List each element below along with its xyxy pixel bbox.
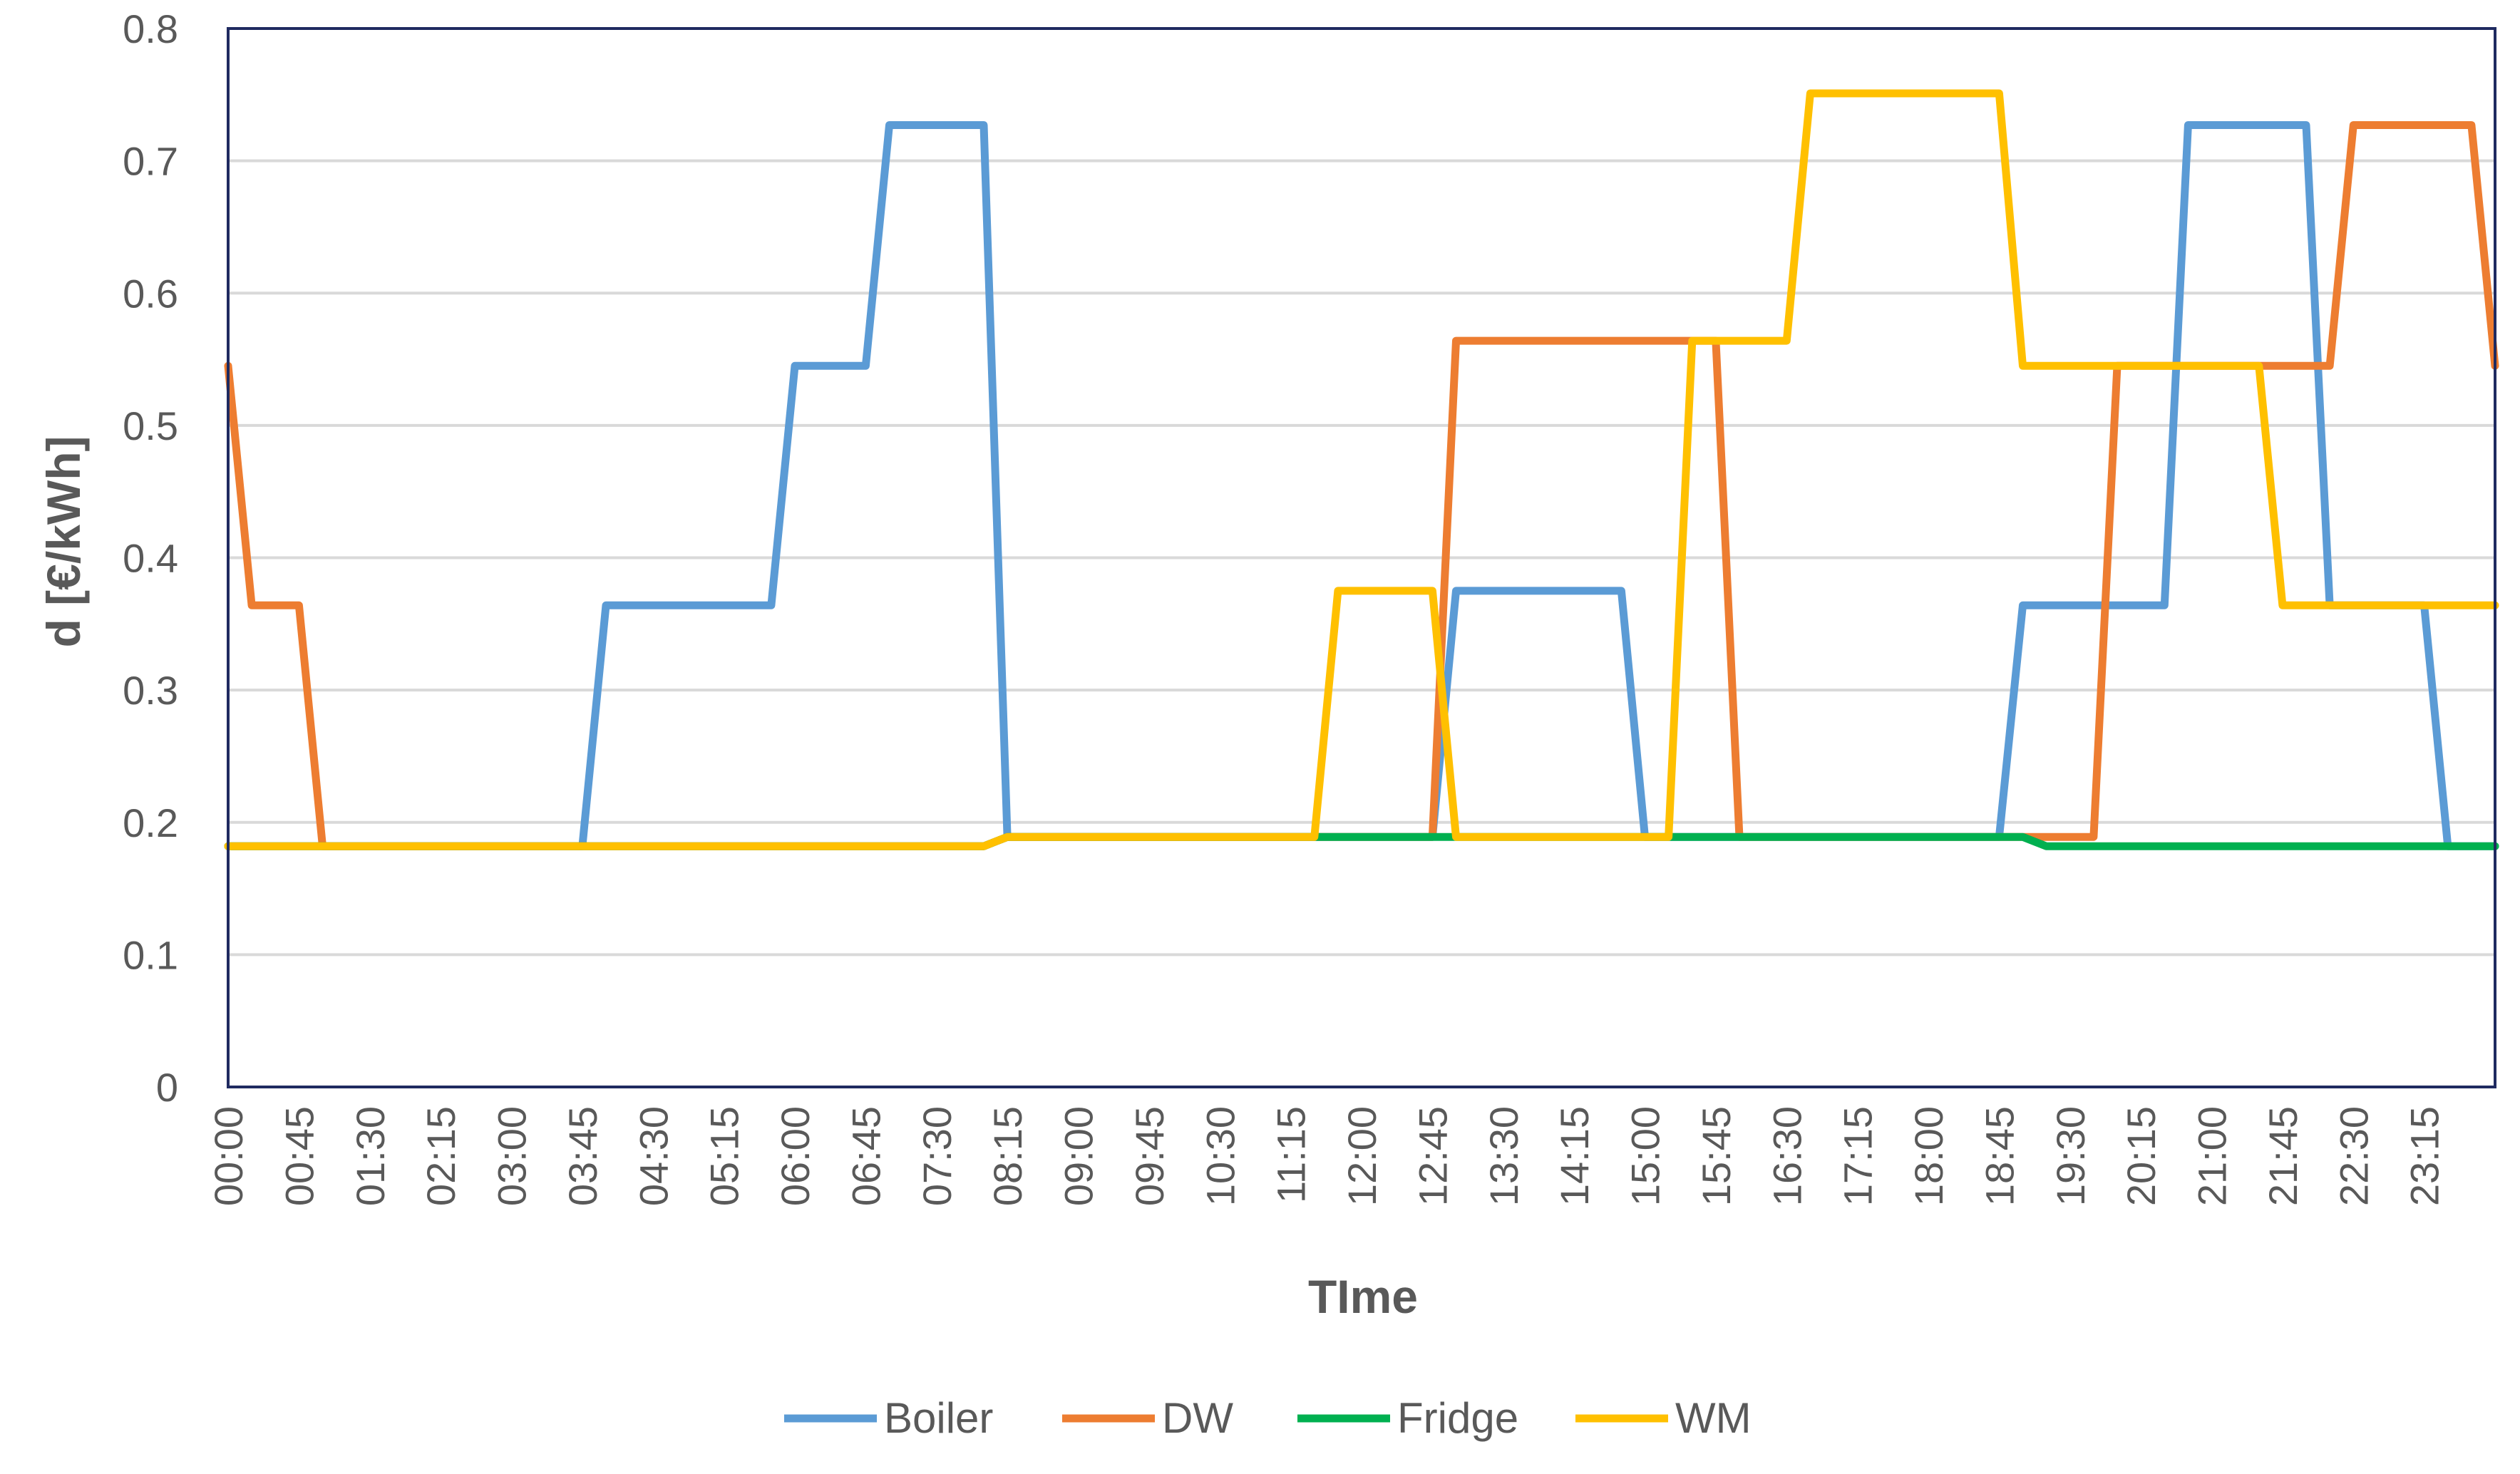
x-tick-label: 12:00 <box>1339 1106 1384 1206</box>
x-tick-label: 19:30 <box>2048 1106 2093 1206</box>
x-tick-label: 13:30 <box>1481 1106 1526 1206</box>
y-axis-title: d [€/kWh] <box>37 436 90 648</box>
x-tick-label: 00:45 <box>277 1106 322 1206</box>
y-tick-label: 0.3 <box>123 668 178 713</box>
y-tick-label: 0 <box>156 1065 178 1110</box>
legend: Boiler DW Fridge WM <box>784 1394 1752 1442</box>
x-tick-labels: 00:00 00:45 01:30 02:15 03:00 03:45 04:30 05:15… <box>206 1106 2447 1206</box>
x-tick-label: 03:45 <box>560 1106 605 1206</box>
legend-label-fridge: Fridge <box>1397 1394 1518 1442</box>
x-tick-label: 05:15 <box>702 1106 747 1206</box>
x-tick-label: 15:45 <box>1694 1106 1739 1206</box>
y-tick-label: 0.1 <box>123 932 178 977</box>
series-line-dw <box>224 121 2499 850</box>
x-tick-label: 03:00 <box>490 1106 535 1206</box>
x-tick-label: 15:00 <box>1623 1106 1668 1206</box>
y-tick-label: 0.2 <box>123 800 178 845</box>
x-tick-label: 04:30 <box>631 1106 676 1206</box>
x-tick-label: 21:45 <box>2261 1106 2305 1206</box>
x-tick-label: 06:45 <box>843 1106 888 1206</box>
x-tick-label: 06:00 <box>773 1106 818 1206</box>
x-tick-label: 17:15 <box>1836 1106 1881 1206</box>
y-tick-label: 0.6 <box>123 271 178 316</box>
x-tick-label: 23:15 <box>2402 1106 2447 1206</box>
legend-label-dw: DW <box>1162 1394 1233 1442</box>
x-tick-label: 09:00 <box>1056 1106 1101 1206</box>
legend-label-boiler: Boiler <box>884 1394 993 1442</box>
x-tick-label: 21:00 <box>2190 1106 2235 1206</box>
series-lines <box>224 89 2499 850</box>
plot-border <box>227 27 2496 1088</box>
x-tick-label: 08:15 <box>985 1106 1030 1206</box>
x-tick-label: 14:15 <box>1552 1106 1597 1206</box>
plot-frame <box>227 27 2496 1088</box>
y-tick-label: 0.5 <box>123 403 178 448</box>
x-axis-title: TIme <box>1308 1270 1418 1323</box>
y-tick-labels: 0 0.1 0.2 0.3 0.4 0.5 0.6 0.7 0.8 <box>123 6 178 1110</box>
x-tick-label: 16:30 <box>1764 1106 1809 1206</box>
x-tick-label: 20:15 <box>2119 1106 2164 1206</box>
x-tick-label: 00:00 <box>206 1106 251 1206</box>
x-tick-label: 01:30 <box>348 1106 393 1206</box>
x-tick-label: 12:45 <box>1410 1106 1455 1206</box>
x-tick-label: 18:00 <box>1906 1106 1951 1206</box>
x-tick-label: 11:15 <box>1269 1106 1314 1203</box>
x-tick-label: 22:30 <box>2331 1106 2376 1206</box>
gridlines <box>228 27 2495 957</box>
series-line-boiler <box>224 121 2499 850</box>
y-tick-label: 0.4 <box>123 536 178 581</box>
y-tick-label: 0.7 <box>123 139 178 184</box>
x-tick-label: 18:45 <box>1977 1106 2022 1206</box>
x-tick-label: 10:30 <box>1198 1106 1243 1206</box>
x-tick-label: 07:30 <box>915 1106 960 1206</box>
y-tick-label: 0.8 <box>123 6 178 51</box>
series-line-wm <box>224 89 2499 850</box>
legend-label-wm: WM <box>1675 1394 1752 1442</box>
x-tick-label: 09:45 <box>1127 1106 1172 1206</box>
x-tick-label: 02:15 <box>418 1106 463 1206</box>
